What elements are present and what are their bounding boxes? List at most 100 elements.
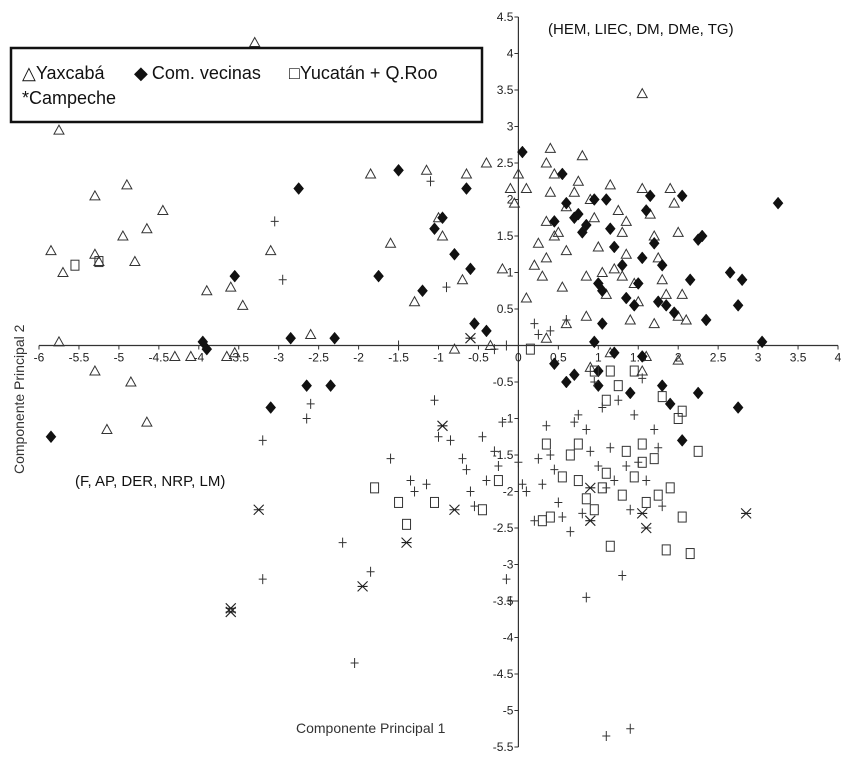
point-yucat-n-q-roo xyxy=(541,438,551,450)
point-unlabeled xyxy=(598,402,607,413)
annotation-left: (F, AP, DER, NRP, LM) xyxy=(75,473,225,490)
point-unlabeled xyxy=(430,395,439,406)
y-tick-label: -5 xyxy=(503,704,514,718)
point-yaxcab xyxy=(117,229,129,241)
point-com-vecinas xyxy=(329,331,340,345)
point-yucat-n-q-roo xyxy=(637,438,647,450)
x-tick-label: -1 xyxy=(433,351,444,365)
point-yaxcab xyxy=(672,354,685,365)
point-com-vecinas xyxy=(229,269,241,283)
point-yaxcab xyxy=(616,270,629,281)
point-yaxcab xyxy=(568,186,581,197)
point-com-vecinas xyxy=(624,386,636,400)
point-unlabeled xyxy=(574,409,583,420)
point-unlabeled xyxy=(306,398,315,409)
point-yaxcab xyxy=(520,292,533,303)
point-yucat-n-q-roo xyxy=(589,504,599,516)
x-axis-label: Componente Principal 1 xyxy=(296,720,446,736)
x-tick-label: 2 xyxy=(675,351,682,365)
point-yaxcab xyxy=(532,237,545,248)
x-tick-label: -3 xyxy=(273,351,284,365)
point-com-vecinas xyxy=(481,324,492,338)
x-tick-label: 1 xyxy=(595,351,602,365)
point-yucat-n-q-roo xyxy=(70,259,80,271)
point-unlabeled xyxy=(482,475,491,486)
point-unlabeled xyxy=(538,479,547,490)
point-unlabeled xyxy=(566,526,575,537)
point-com-vecinas xyxy=(692,386,704,400)
point-com-vecinas xyxy=(656,258,668,272)
y-tick-labels: 4.5 4 3.5 3 2.5 2 1.5 1 0.5 -0.5 -1 -1.5 -2 -2.5 -3 -3.… xyxy=(493,10,514,754)
point-com-vecinas xyxy=(668,306,680,320)
point-yaxcab xyxy=(496,262,509,274)
x-tick-label: -6 xyxy=(34,351,45,365)
point-yucat-n-q-roo xyxy=(581,493,591,505)
point-yaxcab xyxy=(648,317,661,329)
point-yucat-n-q-roo xyxy=(605,540,615,552)
point-unlabeled xyxy=(622,460,631,471)
point-com-vecinas xyxy=(469,317,480,330)
y-tick-label: 2 xyxy=(507,193,514,207)
x-tick-label: -1.5 xyxy=(388,351,409,365)
point-unlabeled xyxy=(530,515,539,526)
point-unlabeled xyxy=(558,512,567,523)
point-campeche xyxy=(465,332,476,344)
point-yaxcab xyxy=(184,350,197,361)
y-tick-label: -3.5 xyxy=(493,594,514,608)
point-unlabeled xyxy=(422,479,431,490)
x-tick-label: -3.5 xyxy=(228,351,249,365)
point-com-vecinas xyxy=(604,222,616,236)
point-unlabeled xyxy=(490,344,499,355)
point-com-vecinas xyxy=(620,291,632,305)
point-com-vecinas xyxy=(644,189,656,203)
legend-item-yucatan: □Yucatán + Q.Roo xyxy=(289,63,437,83)
point-unlabeled xyxy=(458,453,467,464)
point-yucat-n-q-roo xyxy=(573,438,583,450)
point-unlabeled xyxy=(338,537,347,548)
point-campeche xyxy=(740,508,752,519)
point-yucat-n-q-roo xyxy=(617,489,627,501)
point-unlabeled xyxy=(582,592,591,603)
point-unlabeled xyxy=(570,417,579,428)
x-tick-label: -5 xyxy=(114,351,125,365)
point-yaxcab xyxy=(580,310,593,321)
axes xyxy=(38,16,839,748)
point-yaxcab xyxy=(652,251,665,263)
x-tick-label: -5.5 xyxy=(69,351,90,365)
point-yaxcab xyxy=(224,281,237,292)
point-yucat-n-q-roo xyxy=(653,489,663,501)
point-yucat-n-q-roo xyxy=(601,467,611,479)
point-yaxcab xyxy=(548,167,561,179)
point-yaxcab xyxy=(436,229,449,241)
x-tick-label: 4 xyxy=(835,351,842,365)
point-com-vecinas xyxy=(301,379,312,393)
point-com-vecinas xyxy=(724,266,736,279)
point-unlabeled xyxy=(478,431,487,442)
point-com-vecinas xyxy=(449,247,460,261)
point-unlabeled xyxy=(550,464,559,475)
point-yaxcab xyxy=(520,182,533,194)
x-tick-label: 2.5 xyxy=(710,351,727,365)
point-yucat-n-q-roo xyxy=(641,496,651,508)
point-yucat-n-q-roo xyxy=(649,453,659,465)
point-yaxcab xyxy=(384,237,397,248)
point-com-vecinas xyxy=(676,434,688,447)
point-campeche xyxy=(357,581,368,592)
y-axis-label: Componente Principal 2 xyxy=(11,324,27,474)
point-yucat-n-q-roo xyxy=(557,471,567,483)
y-tick-label: 1 xyxy=(507,266,514,280)
point-com-vecinas xyxy=(636,350,648,363)
point-unlabeled xyxy=(546,450,555,460)
point-com-vecinas xyxy=(608,240,620,254)
point-yucat-n-q-roo xyxy=(394,496,404,508)
y-tick-label: 1.5 xyxy=(497,229,514,243)
point-com-vecinas xyxy=(429,222,440,236)
point-unlabeled xyxy=(642,475,651,486)
point-yucat-n-q-roo xyxy=(685,548,695,560)
x-tick-label: -4.5 xyxy=(149,351,170,365)
point-yucat-n-q-roo xyxy=(537,515,547,527)
legend-box xyxy=(9,46,484,124)
point-com-vecinas xyxy=(652,295,664,309)
point-yaxcab xyxy=(53,124,65,135)
point-com-vecinas xyxy=(588,335,600,349)
